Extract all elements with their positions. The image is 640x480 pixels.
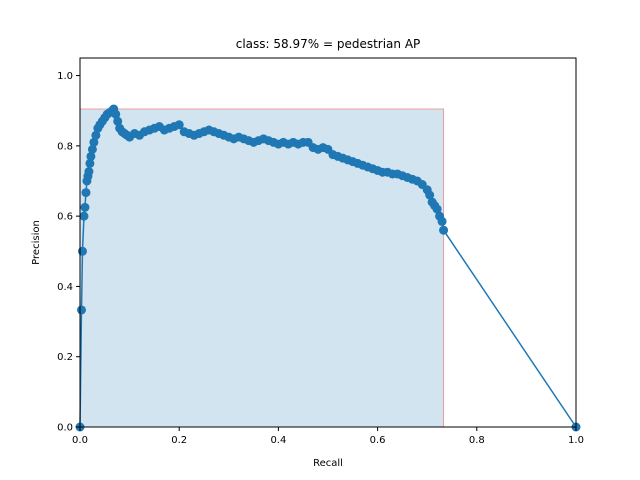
data-point [87,144,97,154]
data-point [76,305,86,315]
interpolated-area [79,108,445,428]
data-point [77,246,87,256]
x-tick-label: 0.2 [171,435,187,446]
y-tick-label: 0.0 [57,423,73,434]
data-point [425,190,435,200]
data-point [174,120,184,130]
points-layer [75,104,581,432]
y-tick-label: 1.0 [57,71,73,82]
x-axis-ticks: 0.0 0.2 0.4 0.6 0.8 1.0 [72,427,584,446]
data-point [86,151,96,161]
data-point [91,130,101,140]
data-point [439,225,449,235]
x-tick-label: 0.4 [270,435,286,446]
chart-title: class: 58.97% = pedestrian AP [236,37,421,51]
data-point [432,204,442,214]
x-tick-label: 0.0 [72,435,88,446]
x-tick-label: 0.8 [469,435,485,446]
data-point [81,188,91,198]
area-fill-layer [79,108,445,428]
y-axis-ticks: 0.0 0.2 0.4 0.6 0.8 1.0 [57,71,80,434]
y-tick-label: 0.6 [57,212,73,223]
y-tick-label: 0.8 [57,141,73,152]
x-tick-label: 1.0 [568,435,584,446]
x-tick-label: 0.6 [370,435,386,446]
data-point [89,137,99,147]
data-point [113,116,123,126]
data-point [85,158,95,168]
data-point [111,109,121,119]
x-axis-label: Recall [313,458,343,469]
plot-area [80,58,576,427]
plot-frame [79,57,577,428]
y-axis-label: Precision [31,220,42,265]
y-tick-label: 0.2 [57,352,73,363]
data-point [80,202,90,212]
data-point [437,216,447,226]
data-point [79,211,89,221]
y-tick-label: 0.4 [57,282,73,293]
data-point [84,167,94,177]
